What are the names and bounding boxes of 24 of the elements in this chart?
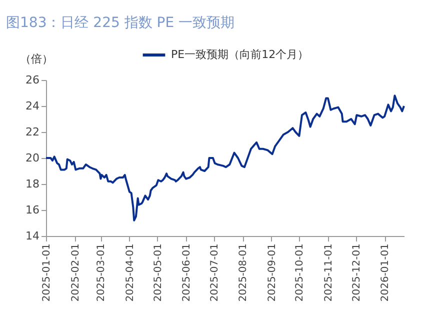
x-tick-label: 2025-03-01 xyxy=(96,244,108,302)
x-tick-label: 2026-01-01 xyxy=(380,244,392,302)
y-axis-title: （倍） xyxy=(20,52,53,66)
chart-title: 图183：日经 225 指数 PE 一致预期 xyxy=(6,15,235,31)
x-tick-label: 2025-01-01 xyxy=(42,244,52,302)
x-tick-label: 2025-12-01 xyxy=(351,244,362,302)
x-tick-label: 2025-09-01 xyxy=(266,244,278,302)
y-tick-label: 22 xyxy=(26,126,40,138)
y-tick-label: 24 xyxy=(26,100,40,112)
y-tick-label: 20 xyxy=(26,152,40,164)
x-tick-label: 2025-06-01 xyxy=(182,244,193,302)
x-tick-label: 2025-07-01 xyxy=(209,244,220,302)
x-tick-label: 2025-02-01 xyxy=(70,244,82,302)
legend-label: PE一致预期（向前12个月） xyxy=(171,48,309,61)
y-tick-label: 16 xyxy=(26,204,40,216)
x-tick-label: 2025-04-01 xyxy=(124,244,136,302)
x-tick-label: 2025-11-01 xyxy=(323,244,334,302)
x-tick-label: 2025-05-01 xyxy=(152,244,164,302)
y-tick-label: 14 xyxy=(26,230,40,242)
y-tick-label: 26 xyxy=(26,74,40,86)
x-tick-label: 2025-08-01 xyxy=(238,244,250,302)
y-tick-label: 18 xyxy=(26,178,40,190)
x-tick-label: 2025-10-01 xyxy=(294,244,306,302)
line-series xyxy=(45,94,405,222)
